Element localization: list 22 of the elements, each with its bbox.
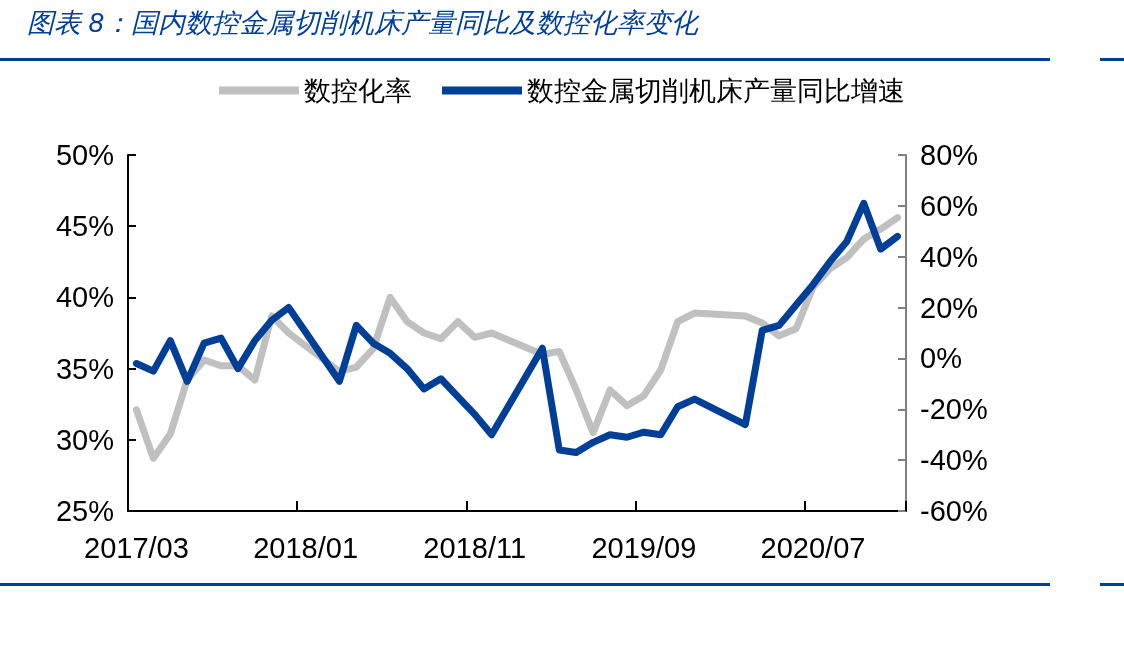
x-tick-label: 2018/11: [423, 531, 527, 564]
y2-tick-label: -20%: [920, 393, 988, 426]
legend-label: 数控金属切削机床产量同比增速: [527, 75, 905, 106]
y-tick-label: 25%: [55, 495, 114, 527]
x-tick-label: 2019/09: [591, 531, 697, 564]
y2-tick-label: -60%: [920, 495, 988, 527]
y2-tick-label: -40%: [920, 444, 988, 477]
chart-title: 图表 8：国内数控金属切削机床产量同比及数控化率变化: [27, 7, 700, 38]
x-tick-label: 2018/01: [253, 531, 358, 564]
x-tick-label: 2020/07: [760, 531, 866, 564]
y2-tick-label: 40%: [920, 240, 979, 273]
legend-label: 数控化率: [304, 75, 412, 106]
y2-tick-label: 80%: [920, 139, 979, 171]
y-tick-label: 35%: [55, 352, 114, 385]
x-tick-label: 2017/03: [84, 531, 189, 564]
y2-tick-label: 0%: [920, 342, 962, 375]
y-tick-label: 45%: [55, 210, 114, 243]
y-tick-label: 30%: [55, 423, 114, 456]
y-tick-label: 40%: [55, 281, 114, 314]
y-tick-label: 50%: [55, 139, 114, 171]
y2-tick-label: 20%: [920, 291, 979, 324]
y2-tick-label: 60%: [920, 189, 979, 222]
